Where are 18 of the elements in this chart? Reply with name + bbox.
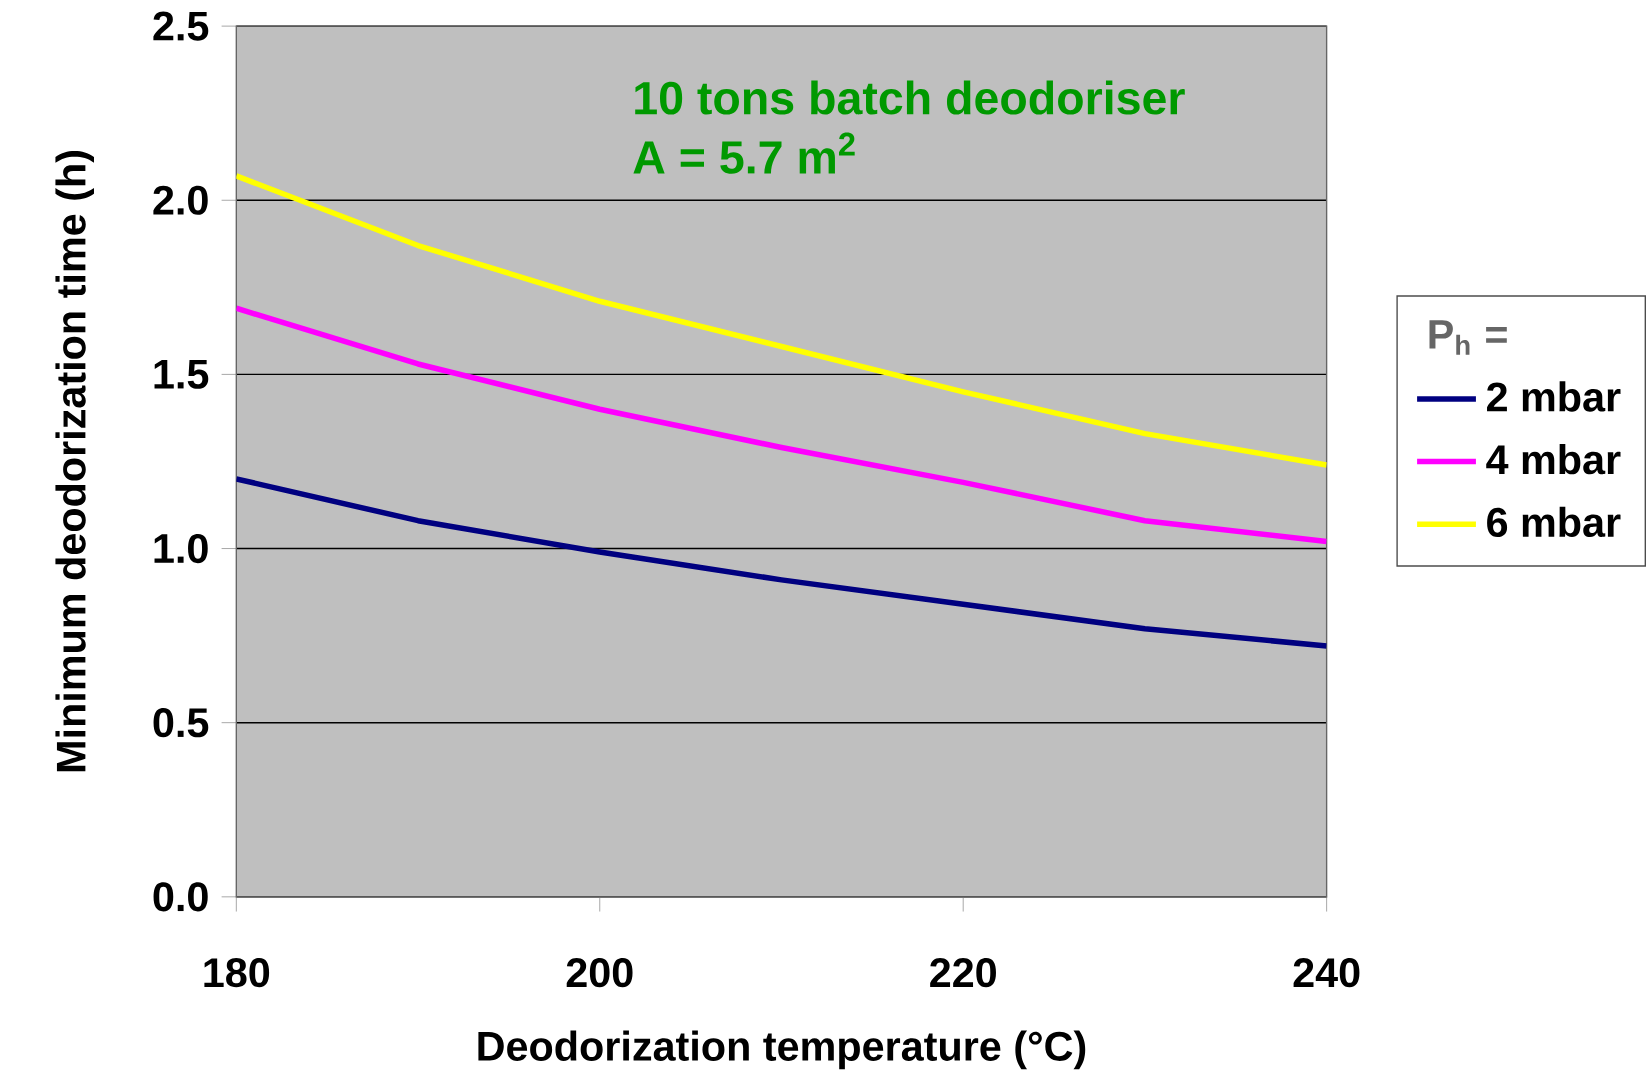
annotation: A = 5.7 m$^{2}$ xyxy=(633,132,855,175)
legend-label: 6 mbar xyxy=(1487,506,1621,538)
x-tick-label: 200 xyxy=(566,958,633,988)
annotation: 10 tons batch deodoriser xyxy=(635,80,1185,115)
y-tick-label: 2.0 xyxy=(153,185,208,216)
y-axis-title: Minimum deodorization time (h) xyxy=(55,151,94,772)
y-tick-label: 0.5 xyxy=(153,708,209,738)
y-tick-label: 1.5 xyxy=(154,360,209,389)
legend-label: 2 mbar xyxy=(1487,381,1621,412)
x-tick-label: 180 xyxy=(204,958,270,988)
x-tick-label: 240 xyxy=(1293,958,1360,988)
x-axis-title: Deodorization temperature (°C) xyxy=(478,1030,1086,1070)
y-tick-label: 0.0 xyxy=(153,882,208,912)
legend-title: P$_{h}$ = xyxy=(1429,320,1507,355)
legend-label: 4 mbar xyxy=(1486,444,1621,475)
x-tick-label: 220 xyxy=(930,958,996,988)
y-tick-label: 1.0 xyxy=(154,534,208,564)
y-tick-label: 2.5 xyxy=(153,11,209,41)
